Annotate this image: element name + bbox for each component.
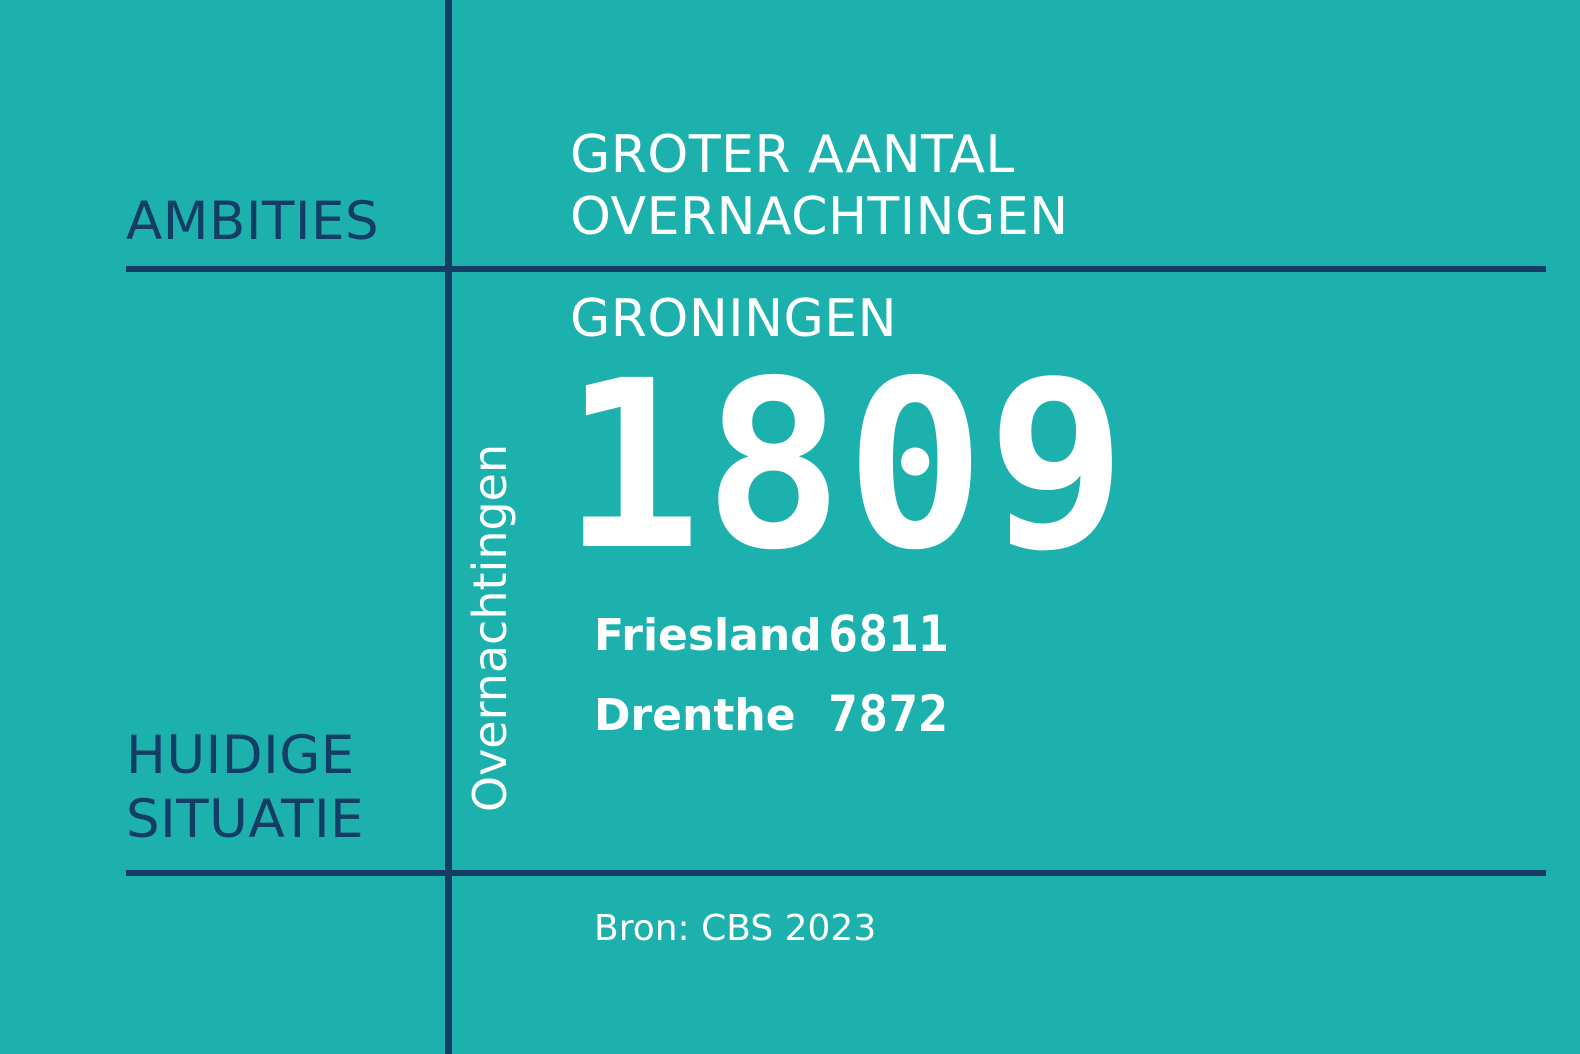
ambitie-line-1: GROTER AANTAL — [570, 125, 1015, 185]
huidige-situatie-label: HUIDIGE SITUATIE — [126, 724, 364, 852]
comparison-name: Drenthe — [594, 690, 796, 741]
comparison-name: Friesland — [594, 610, 822, 661]
ambities-label: AMBITIES — [126, 190, 379, 254]
huidige-line-1: HUIDIGE — [126, 725, 355, 786]
huidige-line-2: SITUATIE — [126, 789, 365, 850]
source-note: Bron: CBS 2023 — [594, 908, 877, 949]
top-horizontal-divider — [126, 266, 1546, 272]
vertical-metric-label: Overnachtingen — [463, 443, 517, 813]
bottom-horizontal-divider — [126, 870, 1546, 876]
ambities-text: AMBITIES — [126, 191, 380, 252]
ambitie-heading: GROTER AANTAL OVERNACHTINGEN — [570, 124, 1069, 248]
main-value: 1809 — [562, 331, 1129, 601]
comparison-value: 6811 — [828, 605, 949, 663]
ambitie-line-2: OVERNACHTINGEN — [570, 187, 1069, 247]
comparison-value: 7872 — [828, 685, 949, 743]
region-name: GRONINGEN — [570, 289, 898, 349]
vertical-divider — [445, 0, 452, 1054]
